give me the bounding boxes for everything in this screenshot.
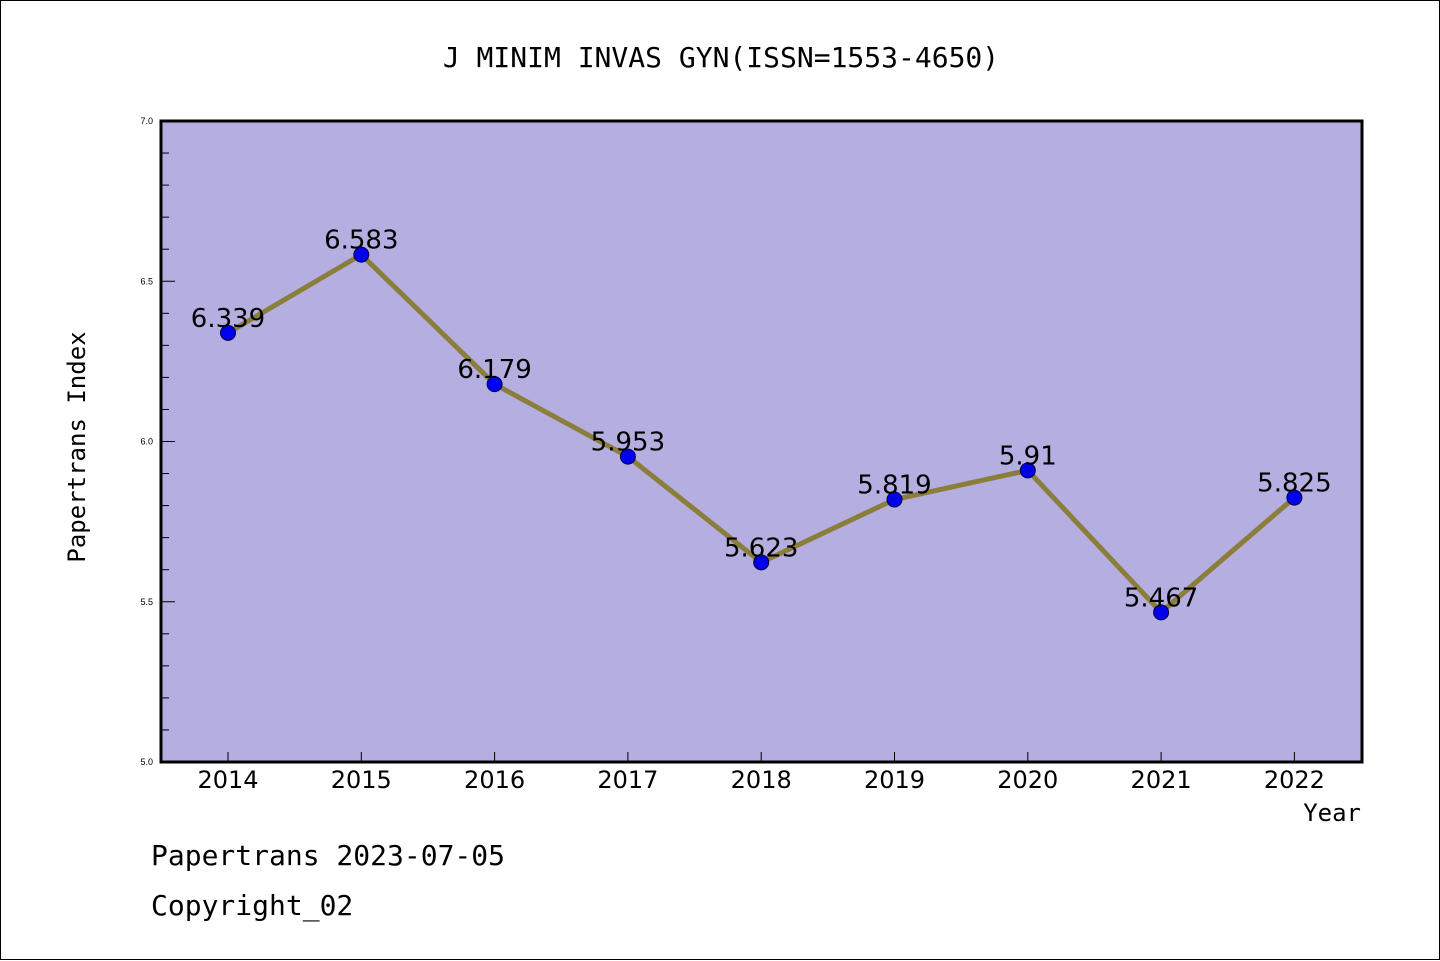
- y-tick-label: 5.0: [140, 757, 153, 767]
- y-axis: 5.0 5.5 6.0 6.5 7.0: [140, 116, 175, 767]
- x-tick-label: 2015: [331, 766, 392, 794]
- y-tick-label: 5.5: [140, 597, 153, 607]
- x-tick-label: 2017: [597, 766, 658, 794]
- data-point: [220, 324, 236, 341]
- data-label: 5.825: [1257, 469, 1331, 499]
- data-label: 6.179: [457, 355, 531, 385]
- data-point: [619, 448, 636, 465]
- y-tick-label: 7.0: [140, 116, 153, 126]
- x-tick-label: 2022: [1264, 766, 1325, 794]
- data-label: 5.953: [591, 428, 665, 458]
- footer-copyright: Copyright_02: [151, 889, 353, 923]
- data-label: 5.819: [857, 471, 931, 501]
- series-layer: 6.339 6.583 6.179 5.953 5.623 5.819 5.91 5.467 5…: [191, 226, 1332, 621]
- data-label: 6.339: [191, 304, 265, 334]
- data-point: [886, 491, 903, 508]
- data-point: [486, 376, 503, 393]
- data-label: 5.467: [1124, 583, 1198, 613]
- data-point: [1153, 604, 1170, 621]
- x-tick-label: 2014: [197, 766, 258, 794]
- plot-area: [159, 119, 1364, 764]
- data-point: [753, 554, 770, 571]
- footer-date: Papertrans 2023-07-05: [151, 839, 505, 872]
- y-axis-label: Papertrans Index: [63, 331, 91, 562]
- data-point: [1019, 462, 1036, 479]
- data-label: 5.623: [724, 533, 798, 563]
- data-point: [353, 246, 370, 263]
- y-tick-label: 6.5: [140, 276, 153, 286]
- x-axis: 2014 2015 2016 2017 2018 2019 2020 2021 2022: [197, 752, 1325, 794]
- chart-title: J MINIM INVAS GYN(ISSN=1553-4650): [443, 41, 999, 74]
- data-label: 6.583: [324, 226, 398, 256]
- x-tick-label: 2018: [731, 766, 792, 794]
- x-tick-label: 2021: [1131, 766, 1192, 794]
- data-label: 5.91: [999, 441, 1057, 471]
- x-axis-label: Year: [1303, 799, 1361, 827]
- data-point: [1286, 489, 1303, 506]
- x-tick-label: 2016: [464, 766, 525, 794]
- x-tick-label: 2019: [864, 766, 925, 794]
- x-tick-label: 2020: [997, 766, 1058, 794]
- y-tick-label: 6.0: [140, 437, 153, 447]
